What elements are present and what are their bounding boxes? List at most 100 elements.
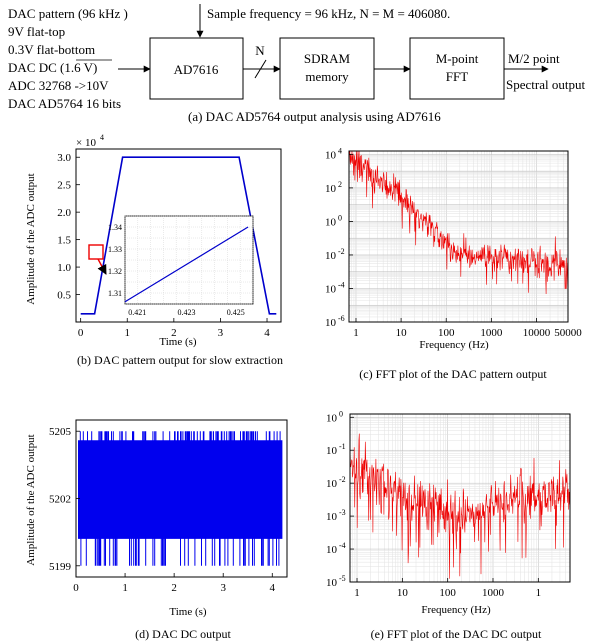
- c-ytick-label: 10: [325, 283, 337, 295]
- c-xtick-label: 1000: [480, 327, 503, 339]
- panel-d-ytick-label: 5202: [49, 494, 71, 506]
- caption-c: (c) FFT plot of the DAC pattern output: [359, 367, 547, 381]
- panel-b-ytick-label: 1.5: [57, 235, 71, 247]
- e-ytick-label: 10: [326, 412, 338, 424]
- e-ytick-label: 10: [326, 577, 338, 589]
- inset-xtick-label: 0.425: [227, 308, 245, 317]
- inset-ytick-label: 1.31: [108, 289, 122, 298]
- c-ytick-exp: -2: [338, 247, 345, 256]
- c-ytick-exp: 2: [338, 180, 342, 189]
- e-xtick-label: 10: [397, 587, 409, 599]
- panel-e-xlabel: Frequency (Hz): [421, 604, 491, 616]
- c-xtick-label: 100: [438, 327, 455, 339]
- e-ytick-exp: -2: [339, 475, 346, 484]
- panel-c-ticks: 10 410 210 010 -210 -410 -61 10 100 1000 10000 5000…: [325, 146, 582, 339]
- e-xtick-label: 100: [439, 587, 456, 599]
- c-xtick-label: 10: [396, 327, 408, 339]
- input-label-adc: ADC 32768 ->10V: [8, 78, 109, 93]
- inset-ytick-label: 1.32: [108, 267, 122, 276]
- panel-b-ticks: 0 1 2 3 4 0.5 1.0 1.5 2.0 2.5 3.0: [57, 152, 270, 339]
- output-label-top: M/2 point: [508, 51, 560, 66]
- e-ytick-label: 10: [326, 511, 338, 523]
- e-ytick-label: 10: [326, 445, 338, 457]
- panel-b-xtick-label: 1: [125, 327, 131, 339]
- e-ytick-exp: -3: [339, 508, 346, 517]
- panel-b-xtick-label: 2: [171, 327, 177, 339]
- panel-d-xtick-label: 1: [122, 582, 128, 594]
- panel-b-ytick-label: 1.0: [57, 262, 71, 274]
- input-label-flat-bottom: 0.3V flat-bottom: [8, 42, 95, 57]
- c-ytick-exp: 0: [338, 213, 342, 222]
- panel-b-multiplier-exp: 4: [100, 133, 104, 142]
- caption-d: (d) DAC DC output: [135, 627, 231, 641]
- c-ytick-label: 10: [325, 149, 337, 161]
- panel-b-axes: [75, 148, 282, 323]
- panel-b-multiplier: × 10: [76, 137, 96, 149]
- panel-d: 0 1 2 3 4 5205 5202 5199 Time (s) Amplitude of …: [25, 419, 288, 641]
- panel-d-xtick-label: 4: [270, 582, 276, 594]
- c-xtick-label: 10000: [523, 327, 551, 339]
- panel-e-axes: [349, 413, 571, 583]
- panel-b-series: [80, 156, 277, 315]
- c-ytick-exp: -6: [338, 314, 345, 323]
- inset-grid: [124, 215, 254, 305]
- e-xtick-label: 1000: [482, 587, 505, 599]
- inset-ticks: 0.421 0.423 0.425 1.31 1.32 1.33 1.34: [108, 223, 245, 317]
- panel-c-series: [348, 150, 569, 295]
- panel-d-series: [78, 431, 283, 566]
- e-xtick-label: 1: [536, 587, 542, 599]
- panel-d-xtick-label: 2: [171, 582, 177, 594]
- panel-e-ticks: 10 010 -110 -210 -310 -410 -51 10 100 1000 1: [326, 409, 541, 599]
- panel-e: 10 010 -110 -210 -310 -410 -51 10 100 1000 1 Frequ…: [326, 409, 571, 641]
- panel-b-xtick-label: 4: [264, 327, 270, 339]
- e-ytick-exp: -5: [339, 574, 346, 583]
- c-xtick-label: 50000: [554, 327, 582, 339]
- c-ytick-exp: 4: [338, 146, 342, 155]
- bus-label: N: [255, 43, 265, 58]
- panel-d-xlabel: Time (s): [169, 606, 207, 618]
- c-ytick-label: 10: [325, 216, 337, 228]
- caption-e: (e) FFT plot of the DAC DC output: [371, 627, 542, 641]
- panel-d-xtick-label: 3: [220, 582, 226, 594]
- panel-c: 10 410 210 010 -210 -410 -61 10 100 1000 10000 5000…: [325, 146, 582, 381]
- caption-b: (b) DAC pattern output for slow extracti…: [77, 353, 283, 367]
- panel-b-xtick-label: 3: [218, 327, 224, 339]
- panel-b-ytick-label: 2.5: [57, 180, 71, 192]
- panel-c-grid: [348, 151, 569, 323]
- c-ytick-label: 10: [325, 183, 337, 195]
- block-ad7616-label: AD7616: [174, 62, 219, 77]
- panel-e-series: [349, 433, 571, 579]
- e-ytick-label: 10: [326, 544, 338, 556]
- panel-b-ytick-label: 2.0: [57, 207, 71, 219]
- bus-slash: [254, 59, 267, 79]
- c-xtick-label: 1: [353, 327, 359, 339]
- c-ytick-exp: -4: [338, 280, 345, 289]
- panel-b-ytick-label: 0.5: [57, 290, 71, 302]
- panel-d-ylabel: Amplitude of the ADC output: [25, 434, 37, 565]
- panel-b-ytick-label: 3.0: [57, 152, 71, 164]
- panel-d-ticks: 0 1 2 3 4 5205 5202 5199: [49, 426, 276, 594]
- panel-b: × 10 4 0 1 2 3 40.51.01.52.02.53.0 0.421 0.42…: [25, 133, 283, 367]
- panel-b-ylabel: Amplitude of the ADC output: [25, 173, 37, 304]
- zoom-arrow: [97, 258, 107, 275]
- block-ad7616: [149, 37, 244, 100]
- input-label-pattern: DAC pattern (96 kHz ): [8, 6, 128, 21]
- block-sdram-label-2: memory: [305, 69, 349, 84]
- panel-d-xtick-label: 0: [73, 582, 79, 594]
- block-sdram-label-1: SDRAM: [304, 51, 351, 66]
- inset-series: [124, 226, 249, 303]
- block-fft-label-2: FFT: [446, 69, 468, 84]
- e-ytick-label: 10: [326, 478, 338, 490]
- inset-ytick-label: 1.34: [108, 223, 122, 232]
- inset-xtick-label: 0.421: [128, 308, 146, 317]
- caption-a: (a) DAC AD5764 output analysis using AD7…: [188, 109, 441, 124]
- e-xtick-label: 1: [354, 587, 360, 599]
- c-ytick-label: 10: [325, 250, 337, 262]
- e-ytick-exp: 0: [339, 409, 343, 418]
- e-ytick-exp: -4: [339, 541, 346, 550]
- block-sdram: [279, 37, 375, 100]
- panel-d-ytick-label: 5205: [49, 426, 72, 438]
- output-label-bottom: Spectral output: [506, 77, 585, 92]
- inset-xtick-label: 0.423: [178, 308, 196, 317]
